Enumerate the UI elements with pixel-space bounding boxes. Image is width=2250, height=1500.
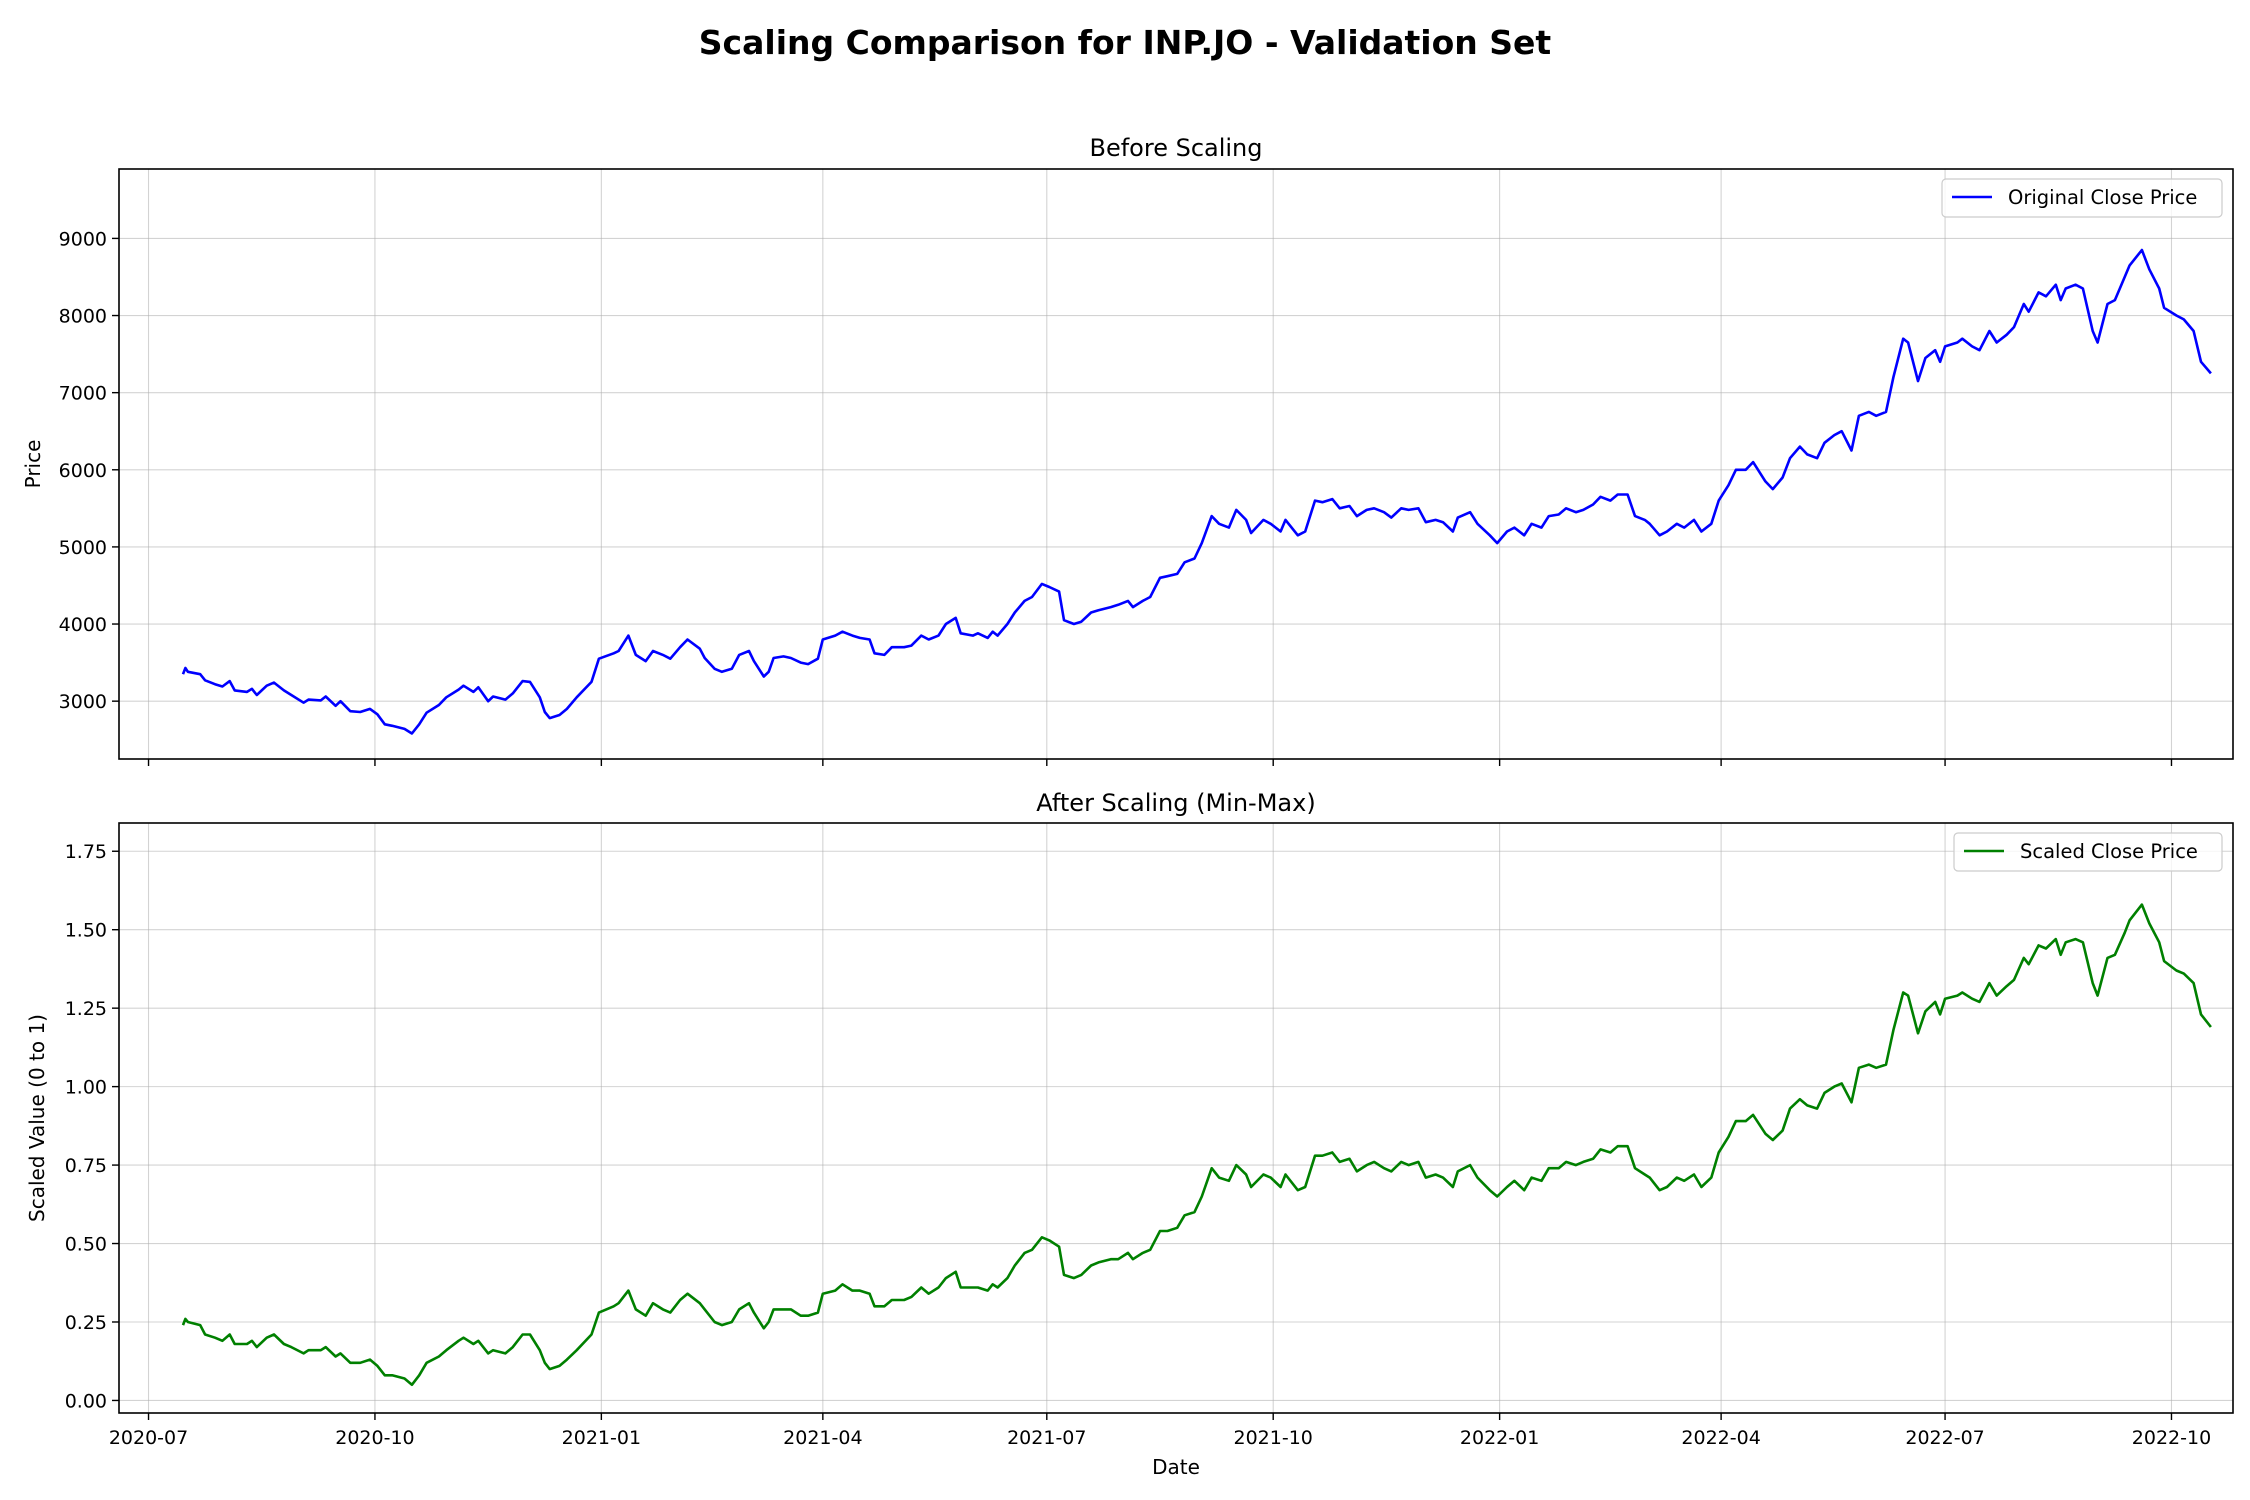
- x-tick-label: 2020-10: [335, 1427, 414, 1449]
- bottom-x-ticks: 2020-07 2020-10 2021-01 2021-04 2021-07 2021-…: [109, 1413, 2211, 1449]
- top-legend-label: Original Close Price: [2008, 186, 2197, 209]
- series-line-1: [181, 903, 2212, 1387]
- figure-title: Scaling Comparison for INP.JO - Validati…: [699, 23, 1552, 62]
- top-axes: 3000 4000 5000 6000 7000 8000 9000 Before Scal…: [21, 134, 2234, 766]
- y-tick-label: 0.25: [65, 1312, 107, 1334]
- top-axes-title: Before Scaling: [1089, 134, 1262, 162]
- bottom-axes: 2020-07 2020-10 2021-01 2021-04 2021-07 2021-…: [25, 789, 2234, 1479]
- bottom-legend: Scaled Close Price: [1953, 832, 2223, 872]
- x-tick-label: 2021-04: [783, 1427, 862, 1449]
- bottom-axes-title: After Scaling (Min-Max): [1036, 789, 1315, 817]
- top-y-axis-label: Price: [21, 440, 45, 489]
- y-tick-label: 1.00: [65, 1077, 107, 1099]
- y-tick-label: 4000: [59, 614, 107, 636]
- x-tick-label: 2020-07: [109, 1427, 188, 1449]
- series-line-1: [181, 248, 2212, 735]
- y-tick-label: 0.00: [65, 1390, 107, 1412]
- bottom-legend-frame: [1953, 832, 2223, 872]
- y-tick-label: 3000: [59, 691, 107, 713]
- y-tick-label: 0.75: [65, 1155, 107, 1177]
- y-tick-label: 6000: [59, 460, 107, 482]
- x-tick-label: 2021-10: [1234, 1427, 1313, 1449]
- x-tick-label: 2021-07: [1007, 1427, 1086, 1449]
- bottom-y-ticks: 0.00 0.25 0.50 0.75 1.00 1.25 1.50 1.75: [65, 841, 119, 1412]
- top-legend-frame: [1941, 178, 2223, 218]
- y-tick-label: 8000: [59, 306, 107, 328]
- top-legend: Original Close Price: [1941, 178, 2223, 218]
- bottom-x-axis-label: Date: [1152, 1455, 1200, 1479]
- top-series-line: [181, 248, 2212, 735]
- y-tick-label: 7000: [59, 383, 107, 405]
- bottom-series-line: [181, 903, 2212, 1387]
- y-tick-label: 9000: [59, 228, 107, 250]
- y-tick-label: 1.50: [65, 920, 107, 942]
- y-tick-label: 1.25: [65, 998, 107, 1020]
- bottom-legend-label: Scaled Close Price: [2020, 840, 2198, 863]
- x-tick-label: 2022-10: [2132, 1427, 2211, 1449]
- x-tick-label: 2022-04: [1681, 1427, 1760, 1449]
- y-tick-label: 5000: [59, 537, 107, 559]
- top-y-ticks: 3000 4000 5000 6000 7000 8000 9000: [59, 228, 119, 713]
- top-grid: [119, 169, 2233, 759]
- x-tick-label: 2022-07: [1905, 1427, 1984, 1449]
- top-axes-frame: [118, 168, 2234, 760]
- bottom-axes-frame: [118, 822, 2234, 1414]
- top-x-ticks: [147, 759, 2173, 766]
- bottom-y-axis-label: Scaled Value (0 to 1): [25, 1014, 49, 1222]
- bottom-grid: [119, 823, 2233, 1413]
- x-tick-label: 2021-01: [562, 1427, 641, 1449]
- y-tick-label: 0.50: [65, 1234, 107, 1256]
- x-tick-label: 2022-01: [1460, 1427, 1539, 1449]
- y-tick-label: 1.75: [65, 841, 107, 863]
